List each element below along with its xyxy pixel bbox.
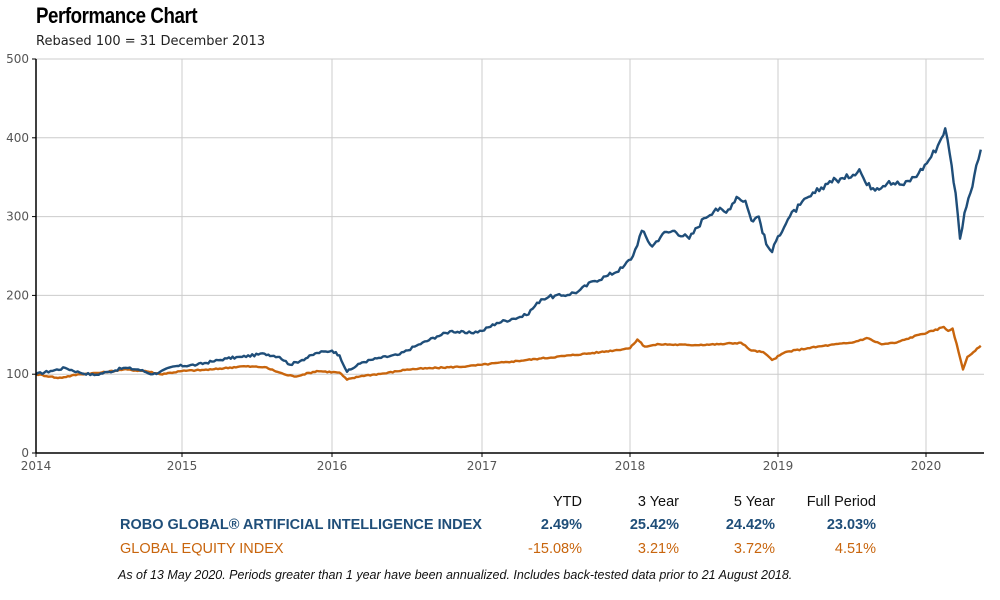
header-ytd: YTD — [553, 494, 582, 510]
performance-chart: 0 100 200 300 400 500 2014 2015 2016 2017 2018 2019… — [6, 52, 984, 473]
grid-lines — [36, 58, 984, 453]
header-3-year: 3 Year — [637, 494, 679, 510]
chart-title: Performance Chart — [36, 3, 198, 28]
y-tick-label: 0 — [21, 446, 29, 460]
x-tick-label: 2018 — [615, 459, 646, 473]
x-tick-label: 2019 — [763, 459, 794, 473]
chart-subtitle: Rebased 100 = 31 December 2013 — [36, 34, 266, 49]
y-tick-label: 500 — [6, 52, 29, 66]
robo-3-year: 25.42% — [629, 517, 679, 533]
global-equity-3-year: 3.21% — [637, 541, 679, 557]
y-tick-label: 200 — [6, 288, 29, 302]
x-tick-label: 2016 — [317, 459, 348, 473]
x-tick-label: 2015 — [167, 459, 198, 473]
robo-ytd: 2.49% — [540, 517, 582, 533]
robo-ai-index-line — [35, 127, 982, 377]
footnote: As of 13 May 2020. Periods greater than … — [118, 568, 793, 582]
global-equity-label: GLOBAL EQUITY INDEX — [120, 541, 284, 557]
series-lines — [35, 127, 982, 381]
y-tick-label: 300 — [6, 210, 29, 224]
global-equity-ytd: -15.08% — [527, 541, 582, 557]
robo-5-year: 24.42% — [725, 517, 775, 533]
robo-index-label: ROBO GLOBAL® ARTIFICIAL INTELLIGENCE IND… — [120, 517, 482, 533]
x-tick-label: 2014 — [21, 459, 52, 473]
y-tick-label: 400 — [6, 131, 29, 145]
header-full-period: Full Period — [806, 494, 876, 510]
global-equity-full-period: 4.51% — [834, 541, 876, 557]
x-tick-label: 2017 — [467, 459, 498, 473]
global-equity-index-line — [35, 325, 982, 381]
global-equity-5-year: 3.72% — [733, 541, 775, 557]
y-tick-label: 100 — [6, 367, 29, 381]
x-tick-label: 2020 — [911, 459, 942, 473]
header-5-year: 5 Year — [733, 494, 775, 510]
axes — [32, 58, 984, 457]
tick-labels: 0 100 200 300 400 500 2014 2015 2016 2017 2018 2019… — [6, 52, 941, 473]
robo-full-period: 23.03% — [826, 517, 876, 533]
